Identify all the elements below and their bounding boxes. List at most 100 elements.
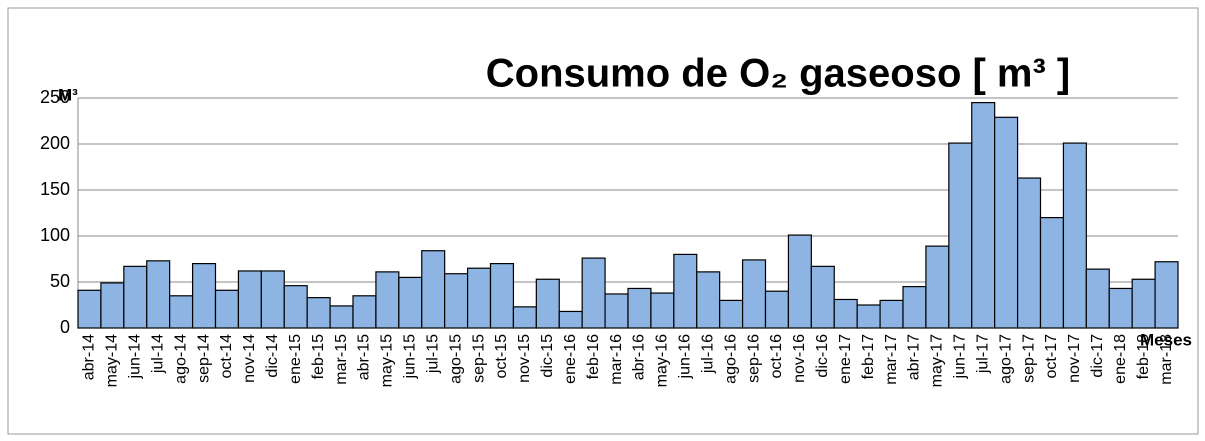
bar (375, 271, 400, 329)
x-tick-label: abr-17 (906, 334, 923, 380)
bar (352, 295, 377, 329)
bar (329, 305, 354, 329)
bar (741, 259, 767, 329)
x-tick-label: dic-15 (539, 334, 556, 378)
x-tick-label: mar-18 (1158, 334, 1175, 385)
x-tick-label: jun-17 (952, 334, 969, 380)
y-tick-label: 0 (60, 317, 70, 337)
bar (581, 257, 606, 329)
bar (948, 142, 973, 329)
x-tick-label: jul-15 (424, 334, 441, 374)
chart-title: Consumo de O₂ gaseoso [ m³ ] (486, 52, 1071, 96)
x-tick-label: mar-15 (333, 334, 350, 385)
x-tick-label: jun-16 (677, 334, 694, 380)
bar (237, 270, 262, 329)
x-tick-label: nov-14 (241, 334, 258, 383)
x-tick-label: ago-16 (722, 334, 739, 384)
x-tick-label: mar-17 (883, 334, 900, 385)
x-tick-label: sep-17 (1020, 334, 1037, 383)
x-tick-label: ene-17 (837, 334, 854, 384)
bar (604, 293, 629, 329)
bar (146, 260, 171, 329)
y-tick-label: 100 (40, 225, 70, 245)
bar (444, 273, 469, 329)
bar (169, 295, 194, 329)
x-tick-label: nov-16 (791, 334, 808, 383)
x-tick-label: ago-14 (172, 334, 189, 384)
bar (833, 298, 858, 329)
bar (902, 286, 927, 329)
x-tick-label: oct-15 (493, 334, 510, 379)
x-tick-label: oct-17 (1043, 334, 1060, 379)
y-tick-label: 250 (40, 87, 70, 107)
x-tick-label: jul-14 (149, 334, 166, 374)
x-axis-label: Meses (1140, 330, 1192, 349)
x-tick-label: nov-17 (1066, 334, 1083, 383)
bar (535, 278, 560, 329)
bar (994, 116, 1019, 329)
bar (283, 285, 308, 329)
bar (1108, 287, 1133, 329)
bar (191, 263, 217, 329)
x-tick-label: ene-16 (562, 334, 579, 384)
x-tick-label: mar-16 (608, 334, 625, 385)
bar (879, 299, 904, 329)
bar (214, 289, 240, 329)
x-tick-label: may-17 (929, 334, 946, 387)
x-tick-label: jul-16 (699, 334, 716, 374)
x-tick-label: feb-17 (860, 334, 877, 379)
x-tick-label: feb-16 (585, 334, 602, 379)
bar (764, 290, 790, 329)
x-tick-label: may-14 (104, 334, 121, 387)
bar (673, 253, 698, 329)
x-tick-label: sep-15 (470, 334, 487, 383)
x-tick-label: feb-18 (1135, 334, 1152, 379)
bar (627, 287, 652, 329)
y-axis-label: M³ (58, 85, 78, 104)
x-tick-label: nov-15 (516, 334, 533, 383)
bar (512, 306, 537, 329)
bar (1154, 261, 1179, 329)
bar (650, 292, 675, 329)
x-tick-label: may-15 (379, 334, 396, 387)
bar (971, 101, 996, 329)
bar (306, 297, 331, 329)
bar (925, 245, 950, 329)
bar (123, 265, 148, 329)
x-tick-label: oct-14 (218, 334, 235, 379)
bar (421, 250, 446, 329)
x-tick-label: sep-14 (195, 334, 212, 383)
bar (719, 299, 744, 329)
bar (810, 265, 835, 329)
bar (77, 289, 102, 329)
bar (1085, 268, 1110, 329)
bar (398, 276, 423, 329)
x-tick-label: abr-14 (81, 334, 98, 380)
y-tick-label: 50 (50, 271, 70, 291)
bar (787, 234, 812, 329)
x-tick-label: jun-15 (402, 334, 419, 380)
bar (489, 263, 515, 329)
y-tick-label: 150 (40, 179, 70, 199)
bar (696, 271, 721, 329)
bar (466, 267, 492, 329)
bar (260, 270, 285, 329)
x-tick-label: abr-15 (356, 334, 373, 380)
x-tick-label: ene-18 (1112, 334, 1129, 384)
x-tick-label: jun-14 (127, 334, 144, 380)
x-tick-label: may-16 (654, 334, 671, 387)
x-tick-label: dic-14 (264, 334, 281, 378)
x-tick-label: dic-16 (814, 334, 831, 378)
bar (1016, 177, 1042, 329)
bar (1039, 217, 1065, 329)
x-tick-label: abr-16 (631, 334, 648, 380)
x-tick-label: feb-15 (310, 334, 327, 379)
x-tick-label: sep-16 (745, 334, 762, 383)
x-tick-label: oct-16 (768, 334, 785, 379)
x-tick-label: ago-15 (447, 334, 464, 384)
y-tick-label: 200 (40, 133, 70, 153)
x-tick-label: jul-17 (974, 334, 991, 374)
x-tick-label: ene-15 (287, 334, 304, 384)
bar (1131, 278, 1156, 329)
